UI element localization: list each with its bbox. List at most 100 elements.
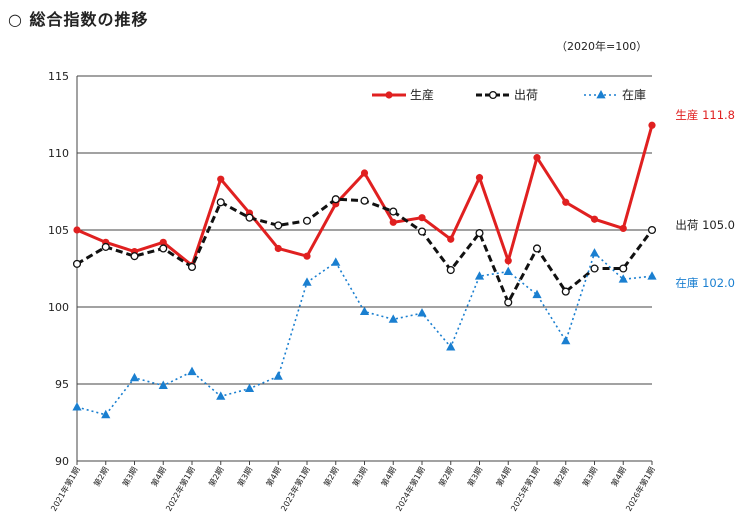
data-point xyxy=(158,380,168,389)
x-tick-label: 2024年第1期 xyxy=(393,465,426,513)
data-point xyxy=(475,229,484,238)
data-point xyxy=(360,196,369,205)
series-在庫 xyxy=(72,248,657,419)
data-point xyxy=(562,198,570,206)
x-tick-label: 第4期 xyxy=(149,465,168,488)
data-point xyxy=(648,121,656,129)
end-label: 出荷 105.0 xyxy=(675,218,735,232)
data-point xyxy=(504,257,512,265)
data-point xyxy=(589,248,600,257)
data-point xyxy=(447,235,455,243)
data-point xyxy=(619,264,628,273)
y-tick-label: 105 xyxy=(48,224,69,237)
data-point xyxy=(101,242,110,251)
data-point xyxy=(389,207,398,216)
data-point xyxy=(446,342,456,351)
data-point xyxy=(504,298,513,307)
x-tick-label: 第3期 xyxy=(350,465,369,488)
data-point xyxy=(72,259,82,268)
data-point xyxy=(302,216,312,225)
legend-item: 出荷 xyxy=(476,88,538,102)
data-point xyxy=(101,409,111,419)
data-point xyxy=(532,244,542,253)
data-point xyxy=(216,391,226,400)
data-point xyxy=(359,306,370,316)
data-point xyxy=(619,224,627,233)
y-tick-label: 110 xyxy=(48,147,69,160)
x-tick-label: 2021年第1期 xyxy=(48,465,81,513)
data-point xyxy=(302,277,312,286)
data-point xyxy=(72,402,82,411)
data-point xyxy=(217,175,225,183)
data-point xyxy=(388,314,398,323)
data-point xyxy=(73,226,81,234)
x-tick-label: 2022年第1期 xyxy=(163,465,196,513)
data-point xyxy=(274,244,282,253)
data-point xyxy=(360,169,369,177)
data-point xyxy=(590,264,599,273)
data-point xyxy=(245,213,254,222)
data-point xyxy=(244,383,255,393)
data-point xyxy=(187,366,197,376)
y-tick-label: 115 xyxy=(48,70,69,83)
legend-label: 生産 xyxy=(410,87,434,102)
base-year-note: （2020年=100） xyxy=(556,40,648,53)
data-point xyxy=(417,227,427,236)
data-point xyxy=(331,257,341,266)
end-label: 生産 111.8 xyxy=(675,108,735,122)
data-point xyxy=(618,274,628,283)
x-tick-label: 第4期 xyxy=(609,465,628,488)
x-tick-label: 2023年第1期 xyxy=(278,465,311,513)
series-layer xyxy=(72,121,657,419)
legend-marker xyxy=(596,90,606,99)
data-point xyxy=(273,371,283,380)
x-tick-label: 第3期 xyxy=(235,465,254,488)
end-label: 在庫 102.0 xyxy=(675,276,735,290)
data-point xyxy=(129,372,140,382)
series-line xyxy=(76,251,653,416)
legend-item: 在庫 xyxy=(584,88,646,102)
x-tick-label: 第4期 xyxy=(494,465,513,488)
data-point xyxy=(389,218,397,226)
data-point xyxy=(417,308,427,317)
data-point xyxy=(446,265,455,275)
x-tick-label: 2025年第1期 xyxy=(508,465,541,513)
end-labels: 生産 111.8 出荷 105.0 在庫 102.0 xyxy=(675,108,735,290)
legend-item: 生産 xyxy=(372,87,434,102)
data-point xyxy=(418,214,426,222)
data-point xyxy=(187,262,197,272)
data-point xyxy=(474,271,485,280)
data-point xyxy=(532,289,542,299)
data-point xyxy=(130,252,139,261)
legend: 生産 出荷 在庫 xyxy=(372,87,646,102)
chart-title: ○ 総合指数の推移 xyxy=(8,10,149,29)
legend-label: 在庫 xyxy=(622,88,646,102)
data-point xyxy=(303,252,311,260)
y-axis-ticks: 90 95 100 105 110 115 xyxy=(48,70,69,468)
data-point xyxy=(647,225,657,235)
x-tick-label: 第2期 xyxy=(551,465,570,488)
data-point xyxy=(647,271,657,280)
data-point xyxy=(274,221,283,230)
data-point xyxy=(503,266,513,275)
data-point xyxy=(475,174,484,182)
x-tick-label: 第2期 xyxy=(321,465,340,488)
y-tick-label: 100 xyxy=(48,301,69,314)
y-tick-label: 95 xyxy=(55,378,69,391)
data-point xyxy=(216,198,225,207)
legend-marker xyxy=(488,90,498,100)
legend-marker xyxy=(385,91,393,99)
series-出荷 xyxy=(72,195,657,307)
data-point xyxy=(533,154,541,162)
data-point xyxy=(561,335,571,345)
x-tick-label: 第4期 xyxy=(264,465,283,488)
data-point xyxy=(590,215,599,223)
x-tick-label: 第2期 xyxy=(91,465,110,488)
x-tick-label: 第3期 xyxy=(465,465,484,488)
x-tick-label: 第3期 xyxy=(580,465,599,488)
legend-label: 出荷 xyxy=(514,88,538,102)
x-tick-label: 第3期 xyxy=(120,465,139,488)
data-point xyxy=(159,244,168,253)
